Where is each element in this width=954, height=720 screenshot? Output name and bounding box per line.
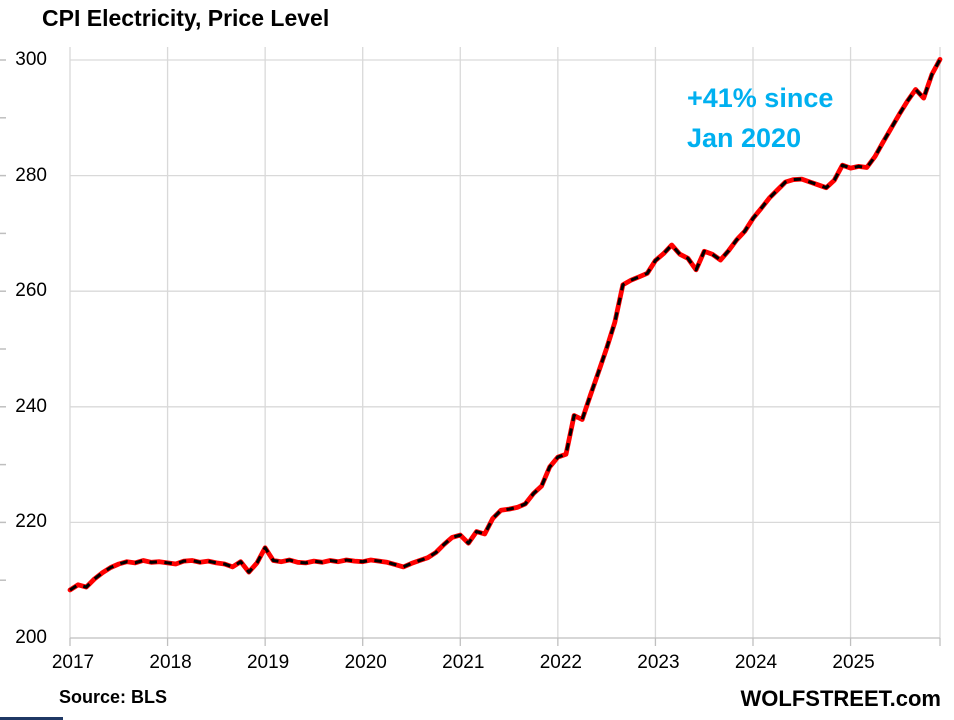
chart-title: CPI Electricity, Price Level: [42, 5, 330, 31]
wolfstreet-branding: WOLFSTREET.com: [740, 686, 941, 711]
y-axis-label-240: 240: [15, 395, 47, 417]
y-axis-label-280: 280: [15, 164, 47, 186]
y-axis-label-260: 260: [15, 280, 47, 302]
bottom-accent-bar: [0, 717, 63, 720]
y-axis-label-220: 220: [15, 511, 47, 533]
x-axis-label-2017: 2017: [51, 652, 95, 673]
annotation-line-1: +41% since: [687, 83, 834, 113]
x-axis-label-2025: 2025: [832, 652, 875, 673]
annotation-line-2: Jan 2020: [687, 123, 802, 153]
x-axis-label-2020: 2020: [344, 652, 387, 673]
percent-change-annotation: +41% since Jan 2020: [687, 78, 833, 158]
x-axis-label-2018: 2018: [149, 652, 192, 673]
x-axis-label-2024: 2024: [734, 652, 778, 673]
x-axis-label-2022: 2022: [539, 652, 582, 673]
x-axis-label-2023: 2023: [637, 652, 680, 673]
cpi-electricity-series-dash-overlay: [69, 58, 942, 592]
y-axis-label-200: 200: [15, 627, 47, 648]
x-axis-label-2021: 2021: [442, 652, 485, 673]
source-note: Source: BLS: [59, 687, 168, 707]
y-axis-label-300: 300: [15, 49, 47, 70]
x-axis-label-2019: 2019: [246, 652, 290, 673]
